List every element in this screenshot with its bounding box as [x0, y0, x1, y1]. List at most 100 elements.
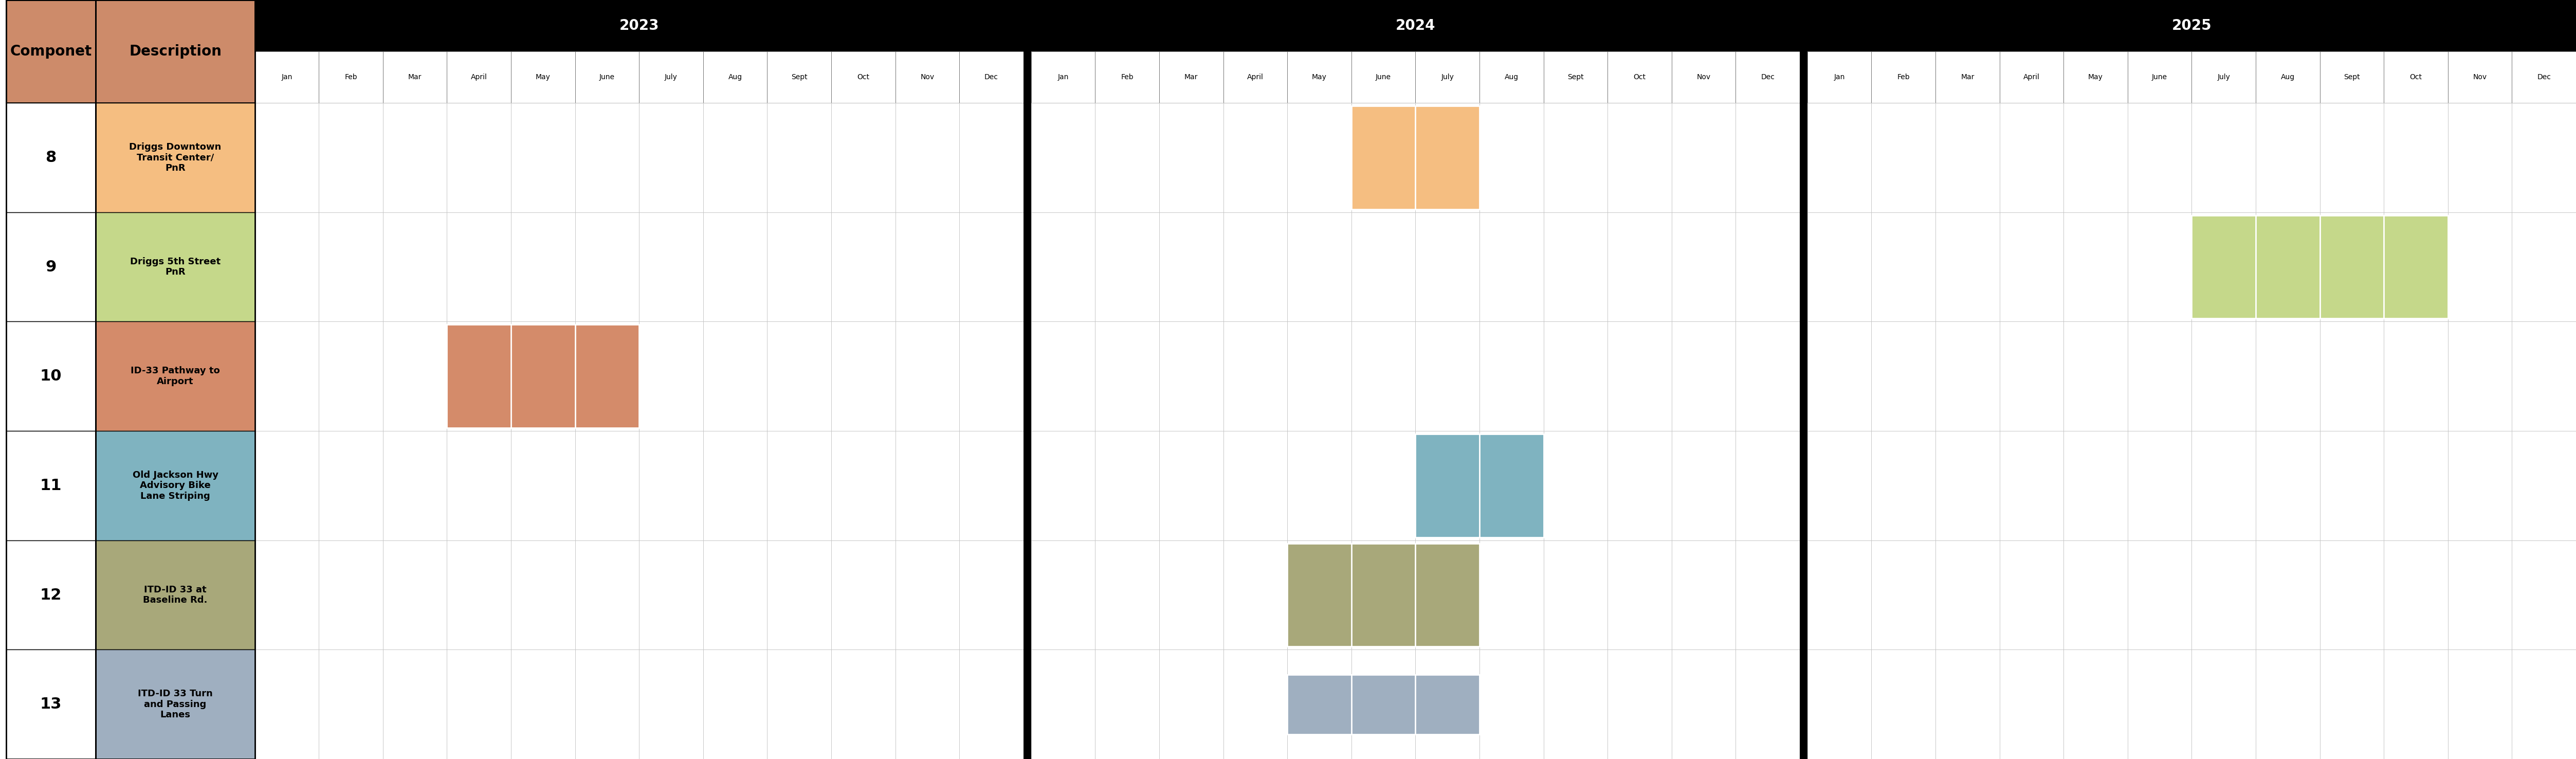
- Bar: [1414, 103, 1479, 213]
- Bar: [448, 325, 639, 428]
- Bar: [510, 540, 574, 650]
- Bar: [703, 52, 768, 103]
- Bar: [1414, 650, 1479, 759]
- Text: Mar: Mar: [1185, 74, 1198, 80]
- Bar: [2257, 540, 2321, 650]
- Bar: [1543, 52, 1607, 103]
- Bar: [2383, 103, 2447, 213]
- Bar: [255, 431, 319, 540]
- Text: 13: 13: [41, 697, 62, 712]
- Bar: [255, 650, 319, 759]
- Bar: [2321, 540, 2383, 650]
- Bar: [1224, 322, 1288, 431]
- Bar: [1870, 540, 1935, 650]
- Bar: [2447, 322, 2512, 431]
- Bar: [1607, 540, 1672, 650]
- Text: Jan: Jan: [1059, 74, 1069, 80]
- Bar: [1095, 213, 1159, 322]
- Bar: [574, 650, 639, 759]
- Bar: [1030, 52, 1095, 103]
- Bar: [319, 322, 384, 431]
- Bar: [1808, 103, 1870, 213]
- Bar: [1808, 52, 1870, 103]
- Bar: [2512, 52, 2576, 103]
- Bar: [319, 103, 384, 213]
- Bar: [1736, 650, 1801, 759]
- Bar: [832, 540, 896, 650]
- Bar: [1607, 650, 1672, 759]
- Bar: [255, 103, 319, 213]
- Text: May: May: [536, 74, 551, 80]
- Text: 10: 10: [41, 369, 62, 384]
- Bar: [1672, 540, 1736, 650]
- Bar: [5, 103, 95, 213]
- Bar: [1030, 0, 1801, 52]
- Bar: [1288, 650, 1352, 759]
- Text: July: July: [2218, 74, 2231, 80]
- Text: 2024: 2024: [1396, 18, 1435, 33]
- Text: May: May: [1311, 74, 1327, 80]
- Bar: [2383, 52, 2447, 103]
- Bar: [1672, 52, 1736, 103]
- Bar: [2257, 213, 2321, 322]
- Bar: [1736, 52, 1801, 103]
- Bar: [319, 213, 384, 322]
- Bar: [1543, 322, 1607, 431]
- Bar: [2192, 322, 2257, 431]
- Bar: [703, 540, 768, 650]
- Bar: [574, 52, 639, 103]
- Bar: [2257, 103, 2321, 213]
- Bar: [95, 0, 255, 103]
- Bar: [1999, 103, 2063, 213]
- Bar: [1672, 650, 1736, 759]
- Bar: [832, 213, 896, 322]
- Bar: [703, 431, 768, 540]
- Bar: [768, 431, 832, 540]
- Text: Dec: Dec: [1762, 74, 1775, 80]
- Bar: [384, 431, 448, 540]
- Text: 2025: 2025: [2172, 18, 2213, 33]
- Bar: [95, 431, 255, 540]
- Bar: [1808, 431, 1870, 540]
- Bar: [2128, 431, 2192, 540]
- Bar: [832, 322, 896, 431]
- Text: Nov: Nov: [2473, 74, 2486, 80]
- Bar: [2512, 650, 2576, 759]
- Bar: [896, 322, 958, 431]
- Bar: [2447, 52, 2512, 103]
- Bar: [448, 52, 510, 103]
- Bar: [2257, 322, 2321, 431]
- Bar: [958, 52, 1023, 103]
- Bar: [1543, 213, 1607, 322]
- Bar: [2383, 650, 2447, 759]
- Bar: [1808, 0, 2576, 52]
- Bar: [2512, 322, 2576, 431]
- Bar: [1808, 322, 1870, 431]
- Text: Aug: Aug: [729, 74, 742, 80]
- Bar: [1288, 322, 1352, 431]
- Bar: [768, 52, 832, 103]
- Text: 2023: 2023: [618, 18, 659, 33]
- Bar: [1736, 431, 1801, 540]
- Bar: [1999, 650, 2063, 759]
- Bar: [2128, 322, 2192, 431]
- Bar: [2128, 103, 2192, 213]
- Bar: [1030, 431, 1095, 540]
- Text: 11: 11: [41, 478, 62, 493]
- Bar: [896, 52, 958, 103]
- Bar: [2192, 216, 2447, 319]
- Bar: [1543, 650, 1607, 759]
- Bar: [2063, 650, 2128, 759]
- Bar: [255, 322, 319, 431]
- Bar: [2447, 103, 2512, 213]
- Bar: [1870, 650, 1935, 759]
- Bar: [1288, 213, 1352, 322]
- Bar: [1479, 322, 1543, 431]
- Bar: [510, 322, 574, 431]
- Bar: [1672, 322, 1736, 431]
- Bar: [2321, 213, 2383, 322]
- Bar: [832, 650, 896, 759]
- Bar: [510, 52, 574, 103]
- Bar: [1352, 540, 1414, 650]
- Bar: [2192, 650, 2257, 759]
